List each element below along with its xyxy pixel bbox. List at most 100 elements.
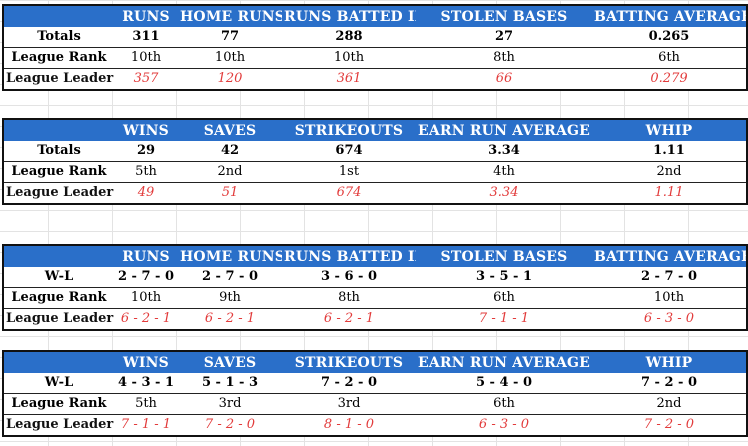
row-label-league-leader: League Leader (3, 414, 114, 436)
cell: 4 - 3 - 1 (117, 375, 175, 390)
row-label-totals: Totals (37, 29, 81, 44)
header-row: RUNS HOME RUNS RUNS BATTED IN STOLEN BAS… (3, 5, 747, 27)
cell: 5 - 1 - 3 (201, 375, 259, 390)
header-strikeouts: STRIKEOUTS (282, 351, 416, 373)
cell: 674 (335, 143, 363, 158)
header-home-runs: HOME RUNS (178, 245, 282, 267)
cell: 5th (114, 161, 178, 183)
cell: 6th (592, 47, 747, 69)
cell: 2 - 7 - 0 (201, 269, 259, 284)
cell: 4th (416, 161, 592, 183)
cell: 7 - 2 - 0 (178, 414, 282, 436)
cell: 357 (114, 68, 178, 90)
header-home-runs: HOME RUNS (178, 5, 282, 27)
cell: 27 (494, 29, 514, 44)
header-corner (3, 119, 114, 141)
cell: 3.34 (488, 143, 520, 158)
cell: 2 - 7 - 0 (640, 269, 698, 284)
wl-row: W-L 2 - 7 - 0 2 - 7 - 0 3 - 6 - 0 3 - 5 … (3, 267, 747, 288)
cell: 361 (282, 68, 416, 90)
cell: 3 - 6 - 0 (320, 269, 378, 284)
header-runs-batted-in: RUNS BATTED IN (282, 245, 416, 267)
cell: 120 (178, 68, 282, 90)
cell: 1st (282, 161, 416, 183)
header-runs-batted-in: RUNS BATTED IN (282, 5, 416, 27)
cell: 7 - 2 - 0 (640, 375, 698, 390)
cell: 6 - 3 - 0 (416, 414, 592, 436)
league-leader-row: League Leader 49 51 674 3.34 1.11 (3, 182, 747, 204)
header-runs: RUNS (114, 5, 178, 27)
header-corner (3, 351, 114, 373)
row-label-league-rank: League Rank (3, 47, 114, 69)
cell: 6 - 2 - 1 (282, 308, 416, 330)
row-label-league-leader: League Leader (3, 182, 114, 204)
cell: 2nd (592, 393, 747, 415)
header-whip: WHIP (592, 351, 747, 373)
cell: 674 (282, 182, 416, 204)
batting-wl-table: RUNS HOME RUNS RUNS BATTED IN STOLEN BAS… (2, 244, 748, 331)
cell: 1.11 (592, 182, 747, 204)
cell: 6 - 3 - 0 (592, 308, 747, 330)
league-rank-row: League Rank 5th 3rd 3rd 6th 2nd (3, 393, 747, 415)
cell: 51 (178, 182, 282, 204)
cell: 6th (416, 287, 592, 309)
cell: 8 - 1 - 0 (282, 414, 416, 436)
cell: 3rd (282, 393, 416, 415)
cell: 0.265 (648, 29, 690, 44)
header-batting-average: BATTING AVERAGE (592, 245, 747, 267)
cell: 10th (114, 47, 178, 69)
cell: 5 - 4 - 0 (475, 375, 533, 390)
row-label-league-leader: League Leader (3, 68, 114, 90)
cell: 3rd (178, 393, 282, 415)
cell: 49 (114, 182, 178, 204)
cell: 29 (136, 143, 156, 158)
cell: 7 - 2 - 0 (592, 414, 747, 436)
league-rank-row: League Rank 10th 9th 8th 6th 10th (3, 287, 747, 309)
cell: 7 - 1 - 1 (114, 414, 178, 436)
row-label-league-rank: League Rank (3, 161, 114, 183)
wl-row: W-L 4 - 3 - 1 5 - 1 - 3 7 - 2 - 0 5 - 4 … (3, 373, 747, 394)
header-batting-average: BATTING AVERAGE (592, 5, 747, 27)
cell: 10th (178, 47, 282, 69)
cell: 7 - 2 - 0 (320, 375, 378, 390)
row-label-league-leader: League Leader (3, 308, 114, 330)
totals-row: Totals 29 42 674 3.34 1.11 (3, 141, 747, 162)
cell: 1.11 (653, 143, 685, 158)
header-saves: SAVES (178, 351, 282, 373)
cell: 3 - 5 - 1 (475, 269, 533, 284)
header-stolen-bases: STOLEN BASES (416, 5, 592, 27)
cell: 9th (178, 287, 282, 309)
cell: 6 - 2 - 1 (178, 308, 282, 330)
cell: 2nd (592, 161, 747, 183)
header-corner (3, 5, 114, 27)
pitching-totals-table: WINS SAVES STRIKEOUTS EARN RUN AVERAGE W… (2, 118, 748, 205)
cell: 10th (114, 287, 178, 309)
cell: 10th (592, 287, 747, 309)
cell: 288 (335, 29, 363, 44)
cell: 2nd (178, 161, 282, 183)
header-whip: WHIP (592, 119, 747, 141)
header-corner (3, 245, 114, 267)
header-row: WINS SAVES STRIKEOUTS EARN RUN AVERAGE W… (3, 119, 747, 141)
cell: 8th (282, 287, 416, 309)
header-row: WINS SAVES STRIKEOUTS EARN RUN AVERAGE W… (3, 351, 747, 373)
header-wins: WINS (114, 119, 178, 141)
cell: 77 (220, 29, 240, 44)
cell: 311 (132, 29, 160, 44)
header-stolen-bases: STOLEN BASES (416, 245, 592, 267)
cell: 6th (416, 393, 592, 415)
row-label-wl: W-L (44, 375, 74, 390)
cell: 42 (220, 143, 240, 158)
league-rank-row: League Rank 10th 10th 10th 8th 6th (3, 47, 747, 69)
cell: 6 - 2 - 1 (114, 308, 178, 330)
header-earn-run-average: EARN RUN AVERAGE (416, 119, 592, 141)
row-label-wl: W-L (44, 269, 74, 284)
row-label-totals: Totals (37, 143, 81, 158)
header-row: RUNS HOME RUNS RUNS BATTED IN STOLEN BAS… (3, 245, 747, 267)
cell: 0.279 (592, 68, 747, 90)
cell: 8th (416, 47, 592, 69)
league-rank-row: League Rank 5th 2nd 1st 4th 2nd (3, 161, 747, 183)
cell: 7 - 1 - 1 (416, 308, 592, 330)
pitching-wl-table: WINS SAVES STRIKEOUTS EARN RUN AVERAGE W… (2, 350, 748, 437)
league-leader-row: League Leader 6 - 2 - 1 6 - 2 - 1 6 - 2 … (3, 308, 747, 330)
